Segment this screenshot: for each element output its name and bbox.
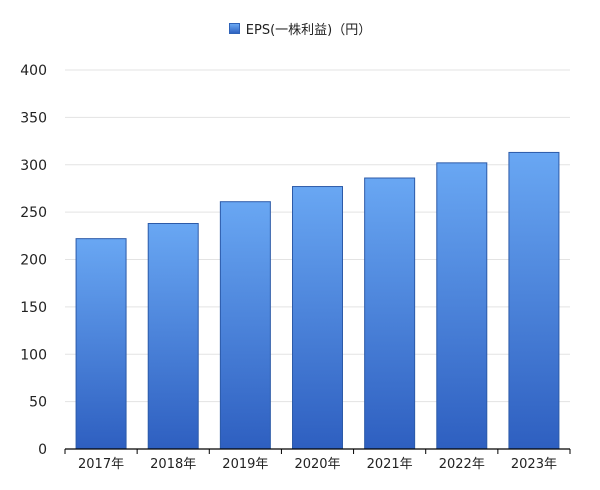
y-tick-label: 350	[20, 110, 47, 126]
bar-2020年	[293, 187, 343, 449]
y-tick-label: 250	[20, 205, 47, 221]
x-tick-label: 2017年	[78, 457, 124, 472]
y-tick-label: 100	[20, 347, 47, 363]
y-tick-label: 0	[38, 442, 47, 458]
x-tick-label: 2020年	[294, 457, 340, 472]
y-tick-label: 150	[20, 300, 47, 316]
bar-2023年	[509, 152, 559, 449]
x-tick-label: 2019年	[222, 457, 268, 472]
bar-2017年	[76, 239, 126, 449]
bar-2021年	[365, 178, 415, 449]
x-tick-label: 2018年	[150, 457, 196, 472]
y-tick-label: 50	[29, 395, 47, 411]
x-tick-label: 2022年	[439, 457, 485, 472]
y-tick-label: 300	[20, 158, 47, 174]
y-tick-label: 400	[20, 63, 47, 79]
bar-2019年	[220, 202, 270, 449]
bar-2018年	[148, 223, 198, 449]
x-tick-label: 2021年	[367, 457, 413, 472]
y-tick-label: 200	[20, 253, 47, 269]
bar-2022年	[437, 163, 487, 449]
x-tick-label: 2023年	[511, 457, 557, 472]
